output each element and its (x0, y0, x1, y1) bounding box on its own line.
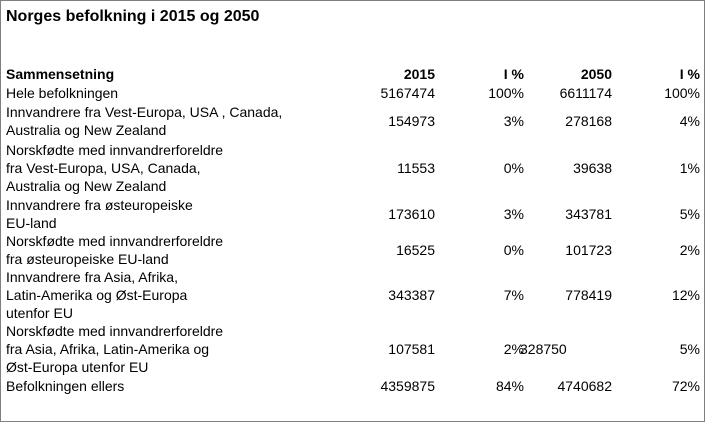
cell-pct-2050: 12% (671, 287, 700, 303)
cell-2015: 343387 (388, 287, 435, 303)
table-row: Norskfødte med innvandrerforeldre fra øs… (1, 232, 700, 268)
table-row: Hele befolkningen 5167474 100% 6611174 1… (1, 83, 700, 102)
table-header-row: Sammensetning 2015 I % 2050 I % (1, 63, 700, 83)
cell-2015: 16525 (396, 242, 435, 258)
table-row: Innvandrere fra Asia, Afrika, Latin-Amer… (1, 268, 700, 322)
header-2050: 2050 (580, 66, 612, 82)
cell-2015: 154973 (388, 113, 435, 129)
row-label: Innvandrere fra Vest-Europa, USA , Canad… (6, 104, 283, 138)
row-label: Norskfødte med innvandrerforeldre fra As… (6, 323, 224, 375)
cell-2050: 6611174 (559, 84, 612, 101)
header-sammensetning: Sammensetning (6, 66, 115, 82)
table-row: Norskfødte med innvandrerforeldre fra As… (1, 322, 700, 376)
cell-2050: 101723 (565, 242, 612, 258)
cell-pct-2015: 2% (503, 341, 524, 357)
cell-pct-2050: 4% (679, 113, 700, 129)
cell-pct-2015: 7% (503, 287, 524, 303)
cell-pct-2015: 3% (503, 206, 524, 222)
cell-pct-2050: 1% (679, 160, 700, 176)
cell-2015: 5167474 (380, 84, 435, 101)
population-table: Sammensetning 2015 I % 2050 I % Hele bef… (1, 63, 700, 396)
page-title: Norges befolkning i 2015 og 2050 (6, 8, 260, 25)
cell-2015: 173610 (388, 206, 435, 222)
cell-2050: 778419 (565, 287, 612, 303)
cell-pct-2050: 72% (671, 378, 700, 394)
table-row: Befolkningen ellers 4359875 84% 4740682 … (1, 376, 700, 396)
cell-pct-2050: 5% (679, 341, 700, 357)
cell-pct-2015: 100% (488, 84, 524, 101)
cell-pct-2015: 0% (503, 242, 524, 258)
row-label: Hele befolkningen (6, 84, 119, 101)
cell-2050: 39638 (573, 160, 612, 176)
cell-2050: 278168 (565, 113, 612, 129)
cell-2050: 343781 (565, 206, 612, 222)
cell-2050: 4740682 (557, 378, 612, 394)
row-label: Innvandrere fra Asia, Afrika, Latin-Amer… (6, 269, 188, 321)
header-pct-2050: I % (679, 66, 700, 82)
header-pct-2015: I % (503, 66, 524, 82)
cell-pct-2015: 3% (503, 113, 524, 129)
cell-2015: 107581 (388, 341, 435, 357)
cell-pct-2015: 84% (495, 378, 524, 394)
row-label: Befolkningen ellers (6, 378, 125, 394)
cell-2015: 11553 (397, 160, 435, 176)
cell-pct-2050: 5% (679, 206, 700, 222)
cell-pct-2050: 100% (664, 84, 700, 101)
cell-pct-2015: 0% (503, 160, 524, 176)
row-label: Norskfødte med innvandrerforeldre fra øs… (6, 233, 224, 267)
cell-pct-2050: 2% (679, 242, 700, 258)
header-2015: 2015 (403, 66, 435, 82)
cell-2050: 328750 (520, 341, 567, 357)
table-row: Innvandrere fra østeuropeiske EU-land 17… (1, 196, 700, 232)
row-label: Innvandrere fra østeuropeiske EU-land (6, 197, 193, 231)
table-row: Innvandrere fra Vest-Europa, USA , Canad… (1, 102, 700, 140)
cell-2015: 4359875 (380, 378, 435, 394)
table-row: Norskfødte med innvandrerforeldre fra Ve… (1, 140, 700, 196)
row-label: Norskfødte med innvandrerforeldre fra Ve… (6, 142, 224, 194)
